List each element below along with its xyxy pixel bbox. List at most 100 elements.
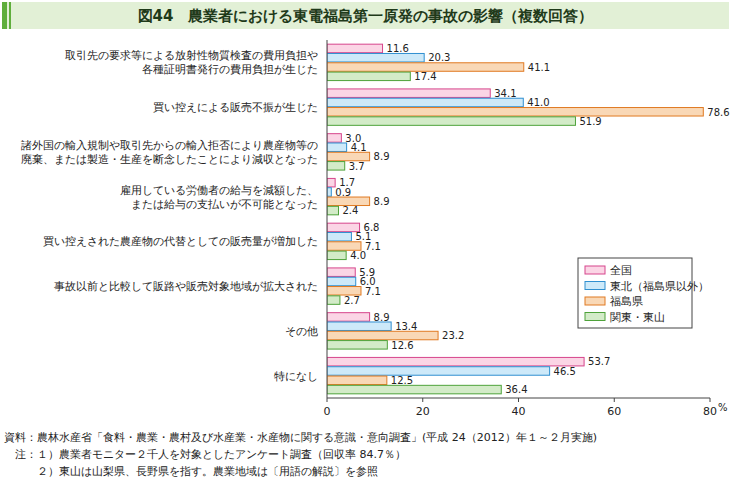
bar: [327, 251, 346, 260]
x-tick: [518, 398, 519, 402]
data-label: 7.1: [365, 286, 381, 297]
data-label: 20.3: [428, 52, 450, 63]
category-label: 買い控えによる販売不振が生じた: [153, 101, 318, 113]
bar: [327, 367, 550, 376]
category-line: 買い控えによる販売不振が生じた: [153, 101, 318, 113]
bar: [327, 89, 490, 98]
data-label: 36.4: [505, 384, 527, 395]
x-tick: [614, 398, 615, 402]
legend-box: [578, 258, 692, 328]
bar: [327, 178, 335, 187]
bar: [327, 197, 370, 206]
bar: [327, 357, 584, 366]
category-label: 買い控えされた農産物の代替としての販売量が増加した: [43, 235, 318, 247]
category-line: 特になし: [274, 370, 318, 382]
bar: [327, 296, 340, 305]
category-line: 各種証明書発行の費用負担が生じた: [142, 63, 318, 75]
legend-swatch: [585, 266, 605, 274]
category-line: 事故以前と比較して販路や販売対象地域が拡大された: [54, 280, 318, 292]
x-tick-label: 80: [703, 405, 717, 418]
bar: [327, 117, 575, 126]
category-line: 諸外国の輸入規制や取引先からの輸入拒否により農産物等の: [21, 139, 318, 151]
data-label: 2.7: [344, 295, 360, 306]
x-axis-label: %: [718, 402, 728, 413]
data-label: 8.9: [374, 196, 390, 207]
bar: [327, 341, 387, 350]
data-label: 78.6: [707, 107, 729, 118]
bar: [327, 331, 438, 340]
x-tick: [710, 398, 711, 402]
bar: [327, 143, 347, 152]
title-stripe: [9, 2, 11, 29]
bar: [327, 206, 338, 215]
bar: [327, 63, 524, 72]
bar: [327, 232, 351, 241]
bar: [327, 108, 703, 117]
x-tick: [327, 398, 328, 402]
bar: [327, 287, 361, 296]
bar: [327, 98, 523, 107]
data-label: 13.4: [395, 321, 417, 332]
legend-label: 関東・東山: [610, 311, 665, 323]
chart: 図44 農業者における東電福島第一原発の事故の影響（複数回答） 11.6 20.3 4…: [0, 0, 731, 490]
category-line: 雇用している労働者の給与を減額した、: [120, 184, 318, 196]
data-label: 11.6: [387, 43, 409, 54]
data-labels: 11.620.341.117.434.141.078.651.93.04.18.…: [335, 43, 729, 395]
category-label: 雇用している労働者の給与を減額した、または給与の支払いが不可能となった: [120, 184, 318, 210]
legend-swatch: [585, 297, 605, 305]
data-label: 41.1: [528, 62, 550, 73]
title-stripe: [2, 2, 7, 29]
bar: [327, 152, 370, 161]
note: 資料：農林水産省「食料・農業・農村及び水産業・水産物に関する意識・意向調査」(平…: [4, 431, 597, 444]
note: 注：１）農業者モニター２千人を対象としたアンケート調査（回収率 84.7％）: [4, 448, 406, 461]
legend-swatch: [585, 282, 605, 290]
data-label: 41.0: [527, 97, 549, 108]
category-label: 諸外国の輸入規制や取引先からの輸入拒否により農産物等の廃棄、または製造・生産を断…: [21, 139, 318, 165]
bar: [327, 385, 501, 394]
bar: [327, 242, 361, 251]
bar: [327, 72, 410, 81]
data-label: 46.5: [554, 366, 576, 377]
bar: [327, 277, 356, 286]
title: 図44 農業者における東電福島第一原発の事故の影響（複数回答）: [138, 7, 594, 25]
data-label: 0.9: [335, 187, 351, 198]
category-label: 特になし: [274, 370, 318, 382]
category-line: 買い控えされた農産物の代替としての販売量が増加した: [43, 235, 318, 247]
x-tick-label: 20: [416, 405, 430, 418]
data-label: 3.7: [349, 161, 365, 172]
bar: [327, 223, 360, 232]
category-line: または給与の支払いが不可能となった: [131, 198, 318, 210]
title-bar: [2, 2, 729, 29]
data-label: 2.4: [342, 205, 358, 216]
data-label: 12.6: [391, 340, 413, 351]
bars: [327, 44, 703, 394]
bar: [327, 162, 345, 171]
x-tick-label: 0: [324, 405, 331, 418]
data-label: 8.9: [374, 151, 390, 162]
data-label: 4.1: [351, 142, 367, 153]
data-label: 17.4: [414, 71, 436, 82]
x-tick-label: 60: [607, 405, 621, 418]
data-label: 12.5: [391, 375, 413, 386]
legend-label: 福島県: [610, 295, 643, 307]
data-label: 23.2: [442, 330, 464, 341]
note: ２）東山は山梨県、長野県を指す。農業地域は〔用語の解説〕を参照: [4, 465, 378, 478]
bar: [327, 322, 391, 331]
legend: 全国東北（福島県以外）福島県関東・東山: [578, 258, 709, 328]
bar: [327, 268, 355, 277]
data-label: 51.9: [579, 116, 601, 127]
x-tick: [422, 398, 423, 402]
category-line: その他: [285, 325, 318, 337]
bar: [327, 53, 424, 62]
data-label: 34.1: [494, 88, 516, 99]
data-label: 53.7: [588, 356, 610, 367]
category-line: 廃棄、または製造・生産を断念したことにより減収となった: [21, 153, 318, 165]
data-label: 4.0: [350, 250, 366, 261]
bar: [327, 376, 387, 385]
category-label: 取引先の要求等による放射性物質検査の費用負担や各種証明書発行の費用負担が生じた: [65, 49, 318, 75]
bar: [327, 188, 331, 197]
data-label: 8.9: [374, 312, 390, 323]
bar: [327, 313, 370, 322]
category-label: 事故以前と比較して販路や販売対象地域が拡大された: [54, 280, 318, 292]
y-axis: [327, 40, 328, 398]
